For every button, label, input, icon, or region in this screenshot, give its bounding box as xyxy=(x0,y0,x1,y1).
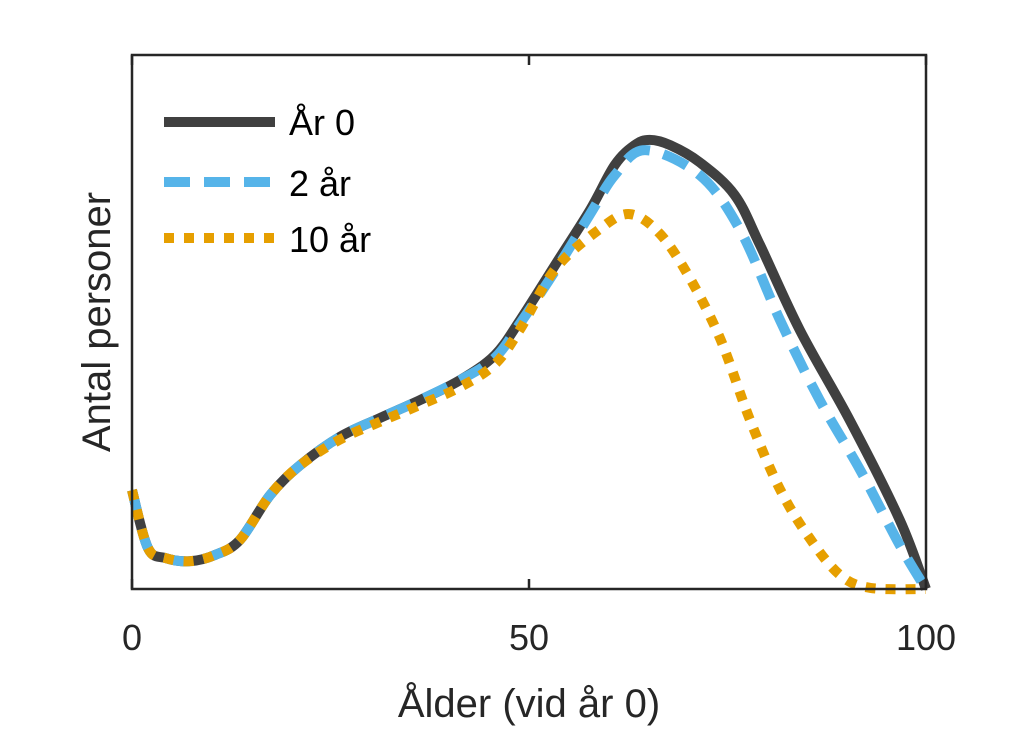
legend-label-ar0: År 0 xyxy=(289,102,355,143)
legend: År 0 2 år 10 år xyxy=(164,102,371,260)
x-tick-label: 100 xyxy=(896,617,956,658)
y-axis-label: Antal personer xyxy=(75,192,119,452)
plot-background xyxy=(132,55,926,589)
series-layer xyxy=(127,134,931,595)
legend-label-2ar: 2 år xyxy=(289,163,351,204)
x-axis-label: Ålder (vid år 0) xyxy=(398,681,660,726)
tick-layer xyxy=(130,55,928,589)
x-tick-label: 0 xyxy=(122,617,142,658)
x-tick-labels: 0 50 100 xyxy=(122,617,956,658)
legend-label-10ar: 10 år xyxy=(289,219,371,260)
x-tick-label: 50 xyxy=(509,617,549,658)
